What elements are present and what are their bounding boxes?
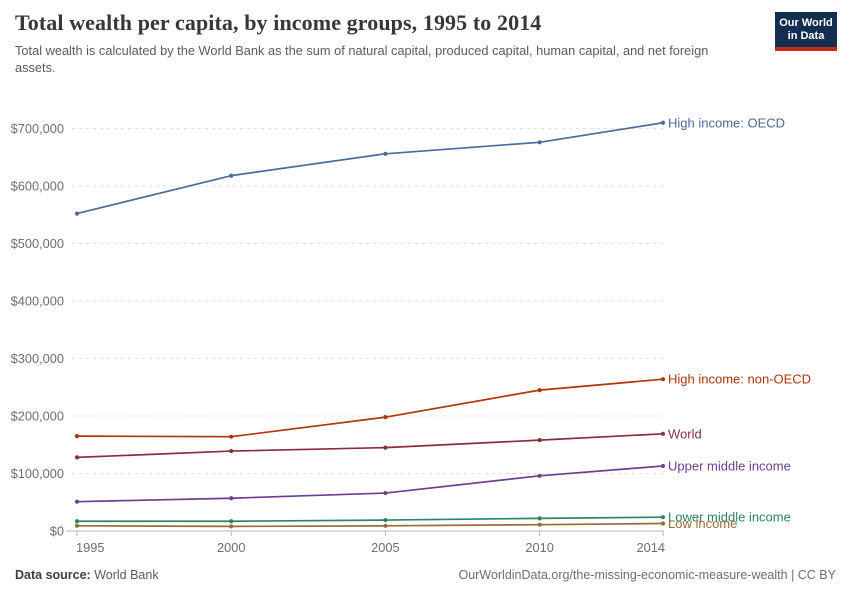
series-point-upper-middle-income bbox=[74, 499, 80, 504]
series-point-upper-middle-income bbox=[229, 496, 234, 501]
series-point-high-income-oecd bbox=[537, 140, 542, 145]
series-point-low-income bbox=[660, 521, 666, 526]
chart-subtitle: Total wealth is calculated by the World … bbox=[15, 43, 709, 75]
owid-logo: Our World in Data bbox=[775, 12, 837, 51]
series-point-high-income-oecd bbox=[74, 211, 80, 216]
series-point-world bbox=[383, 445, 388, 450]
data-source-value: World Bank bbox=[90, 568, 159, 582]
series-point-upper-middle-income bbox=[537, 473, 542, 478]
chart-header: Total wealth per capita, by income group… bbox=[15, 10, 765, 76]
series-point-upper-middle-income bbox=[383, 490, 388, 496]
x-axis-tick-label: 1995 bbox=[76, 540, 104, 555]
logo-line-2: in Data bbox=[787, 30, 825, 42]
series-point-lower-middle-income bbox=[74, 519, 80, 524]
x-axis-tick-label: 2005 bbox=[371, 540, 399, 555]
series-point-lower-middle-income bbox=[229, 519, 234, 524]
series-point-high-income-non-oecd bbox=[229, 434, 234, 439]
series-point-world bbox=[74, 455, 80, 460]
y-axis-tick-label: $100,000 bbox=[11, 466, 64, 481]
y-axis-tick-label: $600,000 bbox=[11, 178, 64, 193]
series-line-lower-middle-income bbox=[76, 516, 664, 523]
series-point-world bbox=[660, 431, 666, 436]
line-chart-canvas: $0 $100,000 $200,000 $300,000 $400,000 $500,0… bbox=[11, 115, 811, 555]
y-axis-tick-label: $500,000 bbox=[11, 236, 64, 251]
series-point-lower-middle-income bbox=[537, 516, 542, 521]
series-point-high-income-non-oecd bbox=[383, 415, 388, 420]
series-label-upper-middle-income: Upper middle income bbox=[668, 459, 791, 474]
series-line-upper-middle-income bbox=[76, 465, 664, 503]
series-line-high-income-oecd bbox=[76, 121, 664, 215]
y-axis-tick-label: $200,000 bbox=[11, 408, 64, 423]
series-point-low-income bbox=[74, 523, 80, 528]
series-label-low-income: Low income bbox=[668, 516, 737, 531]
x-axis-tick-label: 2010 bbox=[525, 540, 553, 555]
series-point-lower-middle-income bbox=[383, 517, 388, 523]
series-point-high-income-non-oecd bbox=[74, 434, 80, 439]
series-line-world bbox=[76, 432, 664, 459]
y-axis-tick-label: $700,000 bbox=[11, 121, 64, 136]
series-label-high-income-non-oecd: High income: non-OECD bbox=[668, 372, 811, 387]
y-axis-tick-label: $0 bbox=[50, 523, 64, 538]
data-source-label: Data source: bbox=[15, 568, 91, 582]
y-axis-tick-label: $400,000 bbox=[11, 293, 64, 308]
series-point-high-income-non-oecd bbox=[537, 388, 542, 393]
logo-line-1: Our World bbox=[779, 17, 833, 29]
series-point-high-income-oecd bbox=[229, 173, 234, 178]
series-label-lower-middle-income: Lower middle income bbox=[668, 510, 791, 525]
series-point-high-income-non-oecd bbox=[660, 377, 666, 382]
credit-link: OurWorldinData.org/the-missing-economic-… bbox=[458, 568, 836, 582]
data-source: Data source: World Bank bbox=[15, 568, 159, 582]
series-point-low-income bbox=[383, 523, 388, 528]
series-point-lower-middle-income bbox=[660, 515, 666, 520]
y-axis-tick-label: $300,000 bbox=[11, 351, 64, 366]
series-point-low-income bbox=[229, 524, 234, 529]
series-point-upper-middle-income bbox=[660, 463, 666, 469]
series-label-world: World bbox=[668, 426, 702, 441]
series-label-high-income-oecd: High income: OECD bbox=[668, 115, 785, 130]
series-point-high-income-oecd bbox=[660, 120, 666, 125]
x-axis-tick-label: 2014 bbox=[637, 540, 665, 555]
series-point-low-income bbox=[537, 522, 542, 527]
chart-footer: Data source: World Bank OurWorldinData.o… bbox=[15, 568, 836, 582]
series-point-world bbox=[229, 448, 234, 454]
series-line-high-income-non-oecd bbox=[76, 378, 664, 438]
page-title: Total wealth per capita, by income group… bbox=[15, 10, 542, 35]
series-point-world bbox=[537, 438, 542, 443]
series-line-low-income bbox=[76, 522, 664, 528]
x-axis-tick-label: 2000 bbox=[217, 540, 245, 555]
series-point-high-income-oecd bbox=[383, 151, 388, 156]
